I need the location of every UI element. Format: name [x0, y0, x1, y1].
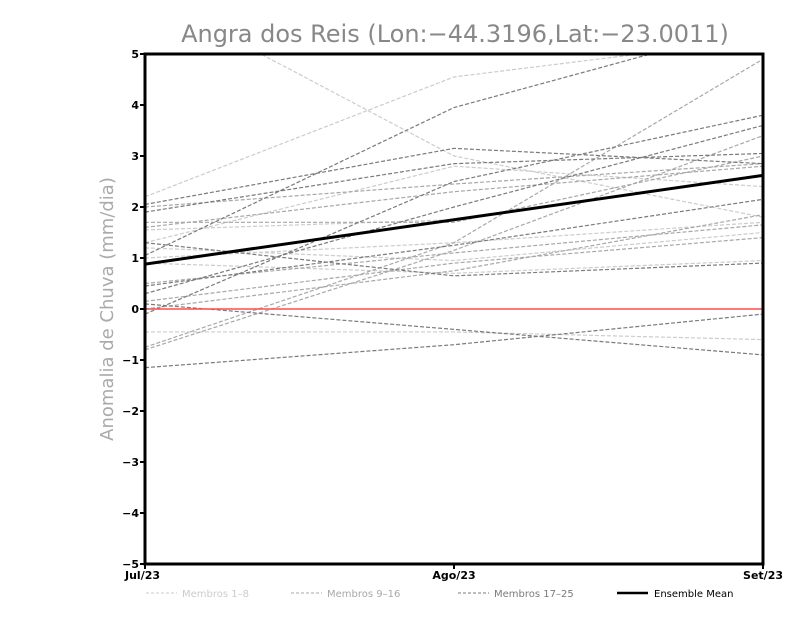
- y-tick-label: −1: [122, 354, 139, 367]
- y-tick-label: −5: [122, 558, 139, 571]
- member-line-m19: [145, 242, 763, 277]
- member-line-m4: [145, 231, 763, 262]
- x-tick-label: Ago/23: [432, 569, 475, 582]
- member-line-m3: [145, 165, 763, 244]
- y-tick-label: −4: [122, 507, 139, 520]
- y-tick-label: 3: [131, 150, 139, 163]
- chart-title: Angra dos Reis (Lon:−44.3196,Lat:−23.001…: [181, 20, 729, 48]
- member-line-m20: [145, 124, 763, 295]
- member-line-m2: [145, 54, 645, 198]
- member-line-m17: [145, 147, 763, 206]
- x-tick-label: Set/23: [743, 569, 783, 582]
- member-line-m9: [145, 163, 763, 208]
- member-line-m25: [145, 114, 763, 315]
- member-line-m22: [145, 303, 763, 356]
- member-line-m14: [145, 155, 763, 223]
- legend-entry-members-9-16: Membros 9–16: [291, 589, 400, 600]
- member-line-m7: [145, 259, 763, 274]
- y-tick-label: −2: [122, 405, 139, 418]
- member-line-m23: [145, 152, 763, 213]
- member-line-m12: [145, 135, 763, 351]
- member-line-m21: [145, 313, 763, 369]
- legend-entry-ensemble-mean: Ensemble Mean: [617, 589, 733, 600]
- y-tick-label: 5: [131, 48, 139, 61]
- legend-label-members-9-16: Membros 9–16: [327, 589, 400, 600]
- member-line-m6: [145, 331, 763, 341]
- member-line-m11: [145, 58, 763, 348]
- x-tick-label: Jul/23: [124, 569, 160, 582]
- member-line-m24: [145, 198, 763, 287]
- series-layer: [145, 54, 763, 369]
- member-line-m10: [145, 165, 763, 228]
- legend-label-ensemble-mean: Ensemble Mean: [654, 589, 733, 600]
- ensemble-mean-line: [145, 173, 763, 266]
- legend-entry-members-17-25: Membros 17–25: [458, 589, 574, 600]
- y-tick-label: −3: [122, 456, 139, 469]
- y-tick-label: 4: [131, 99, 139, 112]
- member-line-m13: [145, 237, 763, 302]
- legend-label-members-1-8: Membros 1–8: [182, 589, 249, 600]
- member-line-m1: [259, 54, 763, 218]
- y-tick-label: 2: [131, 201, 139, 214]
- legend: Membros 1–8 Membros 9–16 Membros 17–25 E…: [146, 589, 733, 600]
- legend-label-members-17-25: Membros 17–25: [494, 589, 574, 600]
- y-tick-label: 1: [131, 252, 139, 265]
- legend-entry-members-1-8: Membros 1–8: [146, 589, 249, 600]
- y-axis-label: Anomalia de Chuva (mm/dia): [97, 177, 118, 441]
- y-axis-ticks: 5 4 3 2 1 0 −1 −2 −3 −4 −5: [122, 48, 145, 571]
- member-line-m18: [145, 54, 653, 256]
- member-line-m15: [145, 224, 763, 285]
- y-tick-label: 0: [131, 303, 139, 316]
- x-axis-ticks: Jul/23 Ago/23 Set/23: [124, 564, 783, 582]
- member-line-m16: [145, 214, 763, 310]
